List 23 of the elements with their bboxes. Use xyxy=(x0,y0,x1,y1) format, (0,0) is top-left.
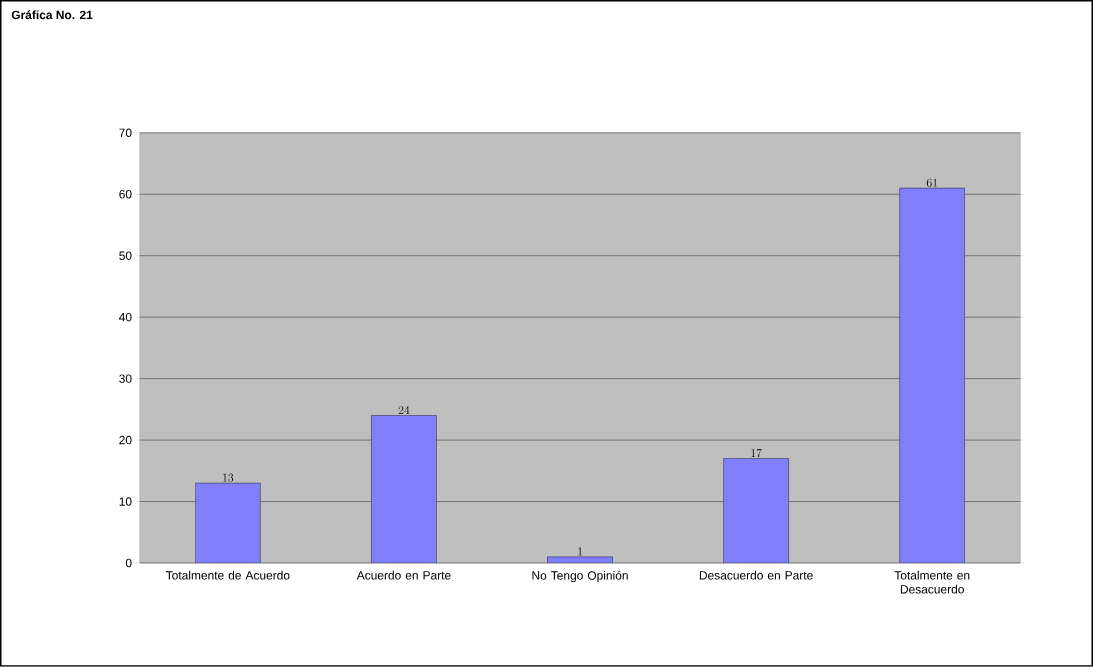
data-label: 13 xyxy=(223,473,234,482)
x-tick-label: Acuerdo en Parte xyxy=(356,570,451,580)
y-tick-label: 10 xyxy=(119,497,132,506)
bar xyxy=(723,458,789,564)
y-tick-label: 0 xyxy=(125,558,132,568)
y-tick-label: 70 xyxy=(119,128,132,138)
bar xyxy=(195,483,261,564)
bar xyxy=(899,188,965,564)
data-label: 1 xyxy=(578,547,582,556)
x-tick-label: Totalmente en Desacuerdo xyxy=(894,570,970,594)
x-tick-label: Desacuerdo en Parte xyxy=(699,570,813,580)
y-tick-label: 20 xyxy=(119,435,132,445)
y-tick-label: 40 xyxy=(119,313,132,322)
y-tick-label: 30 xyxy=(119,374,132,383)
data-label: 17 xyxy=(751,449,762,458)
y-tick-label: 50 xyxy=(119,251,132,261)
y-tick-label: 60 xyxy=(119,190,132,199)
chart-title: Gráfica No. 21 xyxy=(11,10,93,20)
bar xyxy=(371,415,437,564)
data-label: 61 xyxy=(926,178,938,187)
x-tick-label: Totalmente de Acuerdo xyxy=(165,570,290,580)
data-label: 24 xyxy=(398,406,410,415)
x-tick-label: No Tengo Opinión xyxy=(532,570,628,583)
